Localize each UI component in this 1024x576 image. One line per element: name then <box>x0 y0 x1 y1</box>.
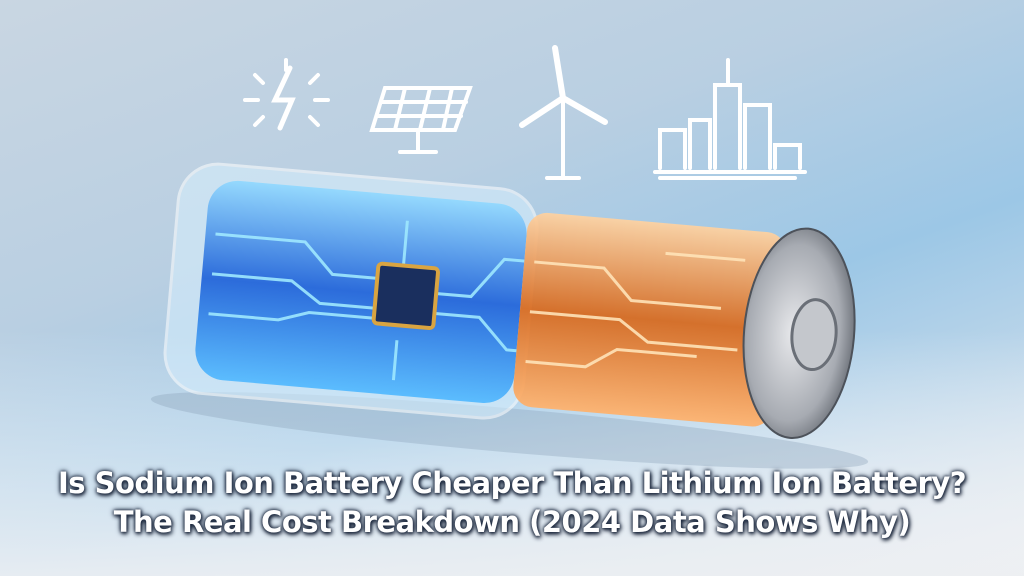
headline-line-1: Is Sodium Ion Battery Cheaper Than Lithi… <box>57 466 967 500</box>
headline-line-2: The Real Cost Breakdown (2024 Data Shows… <box>113 505 911 539</box>
